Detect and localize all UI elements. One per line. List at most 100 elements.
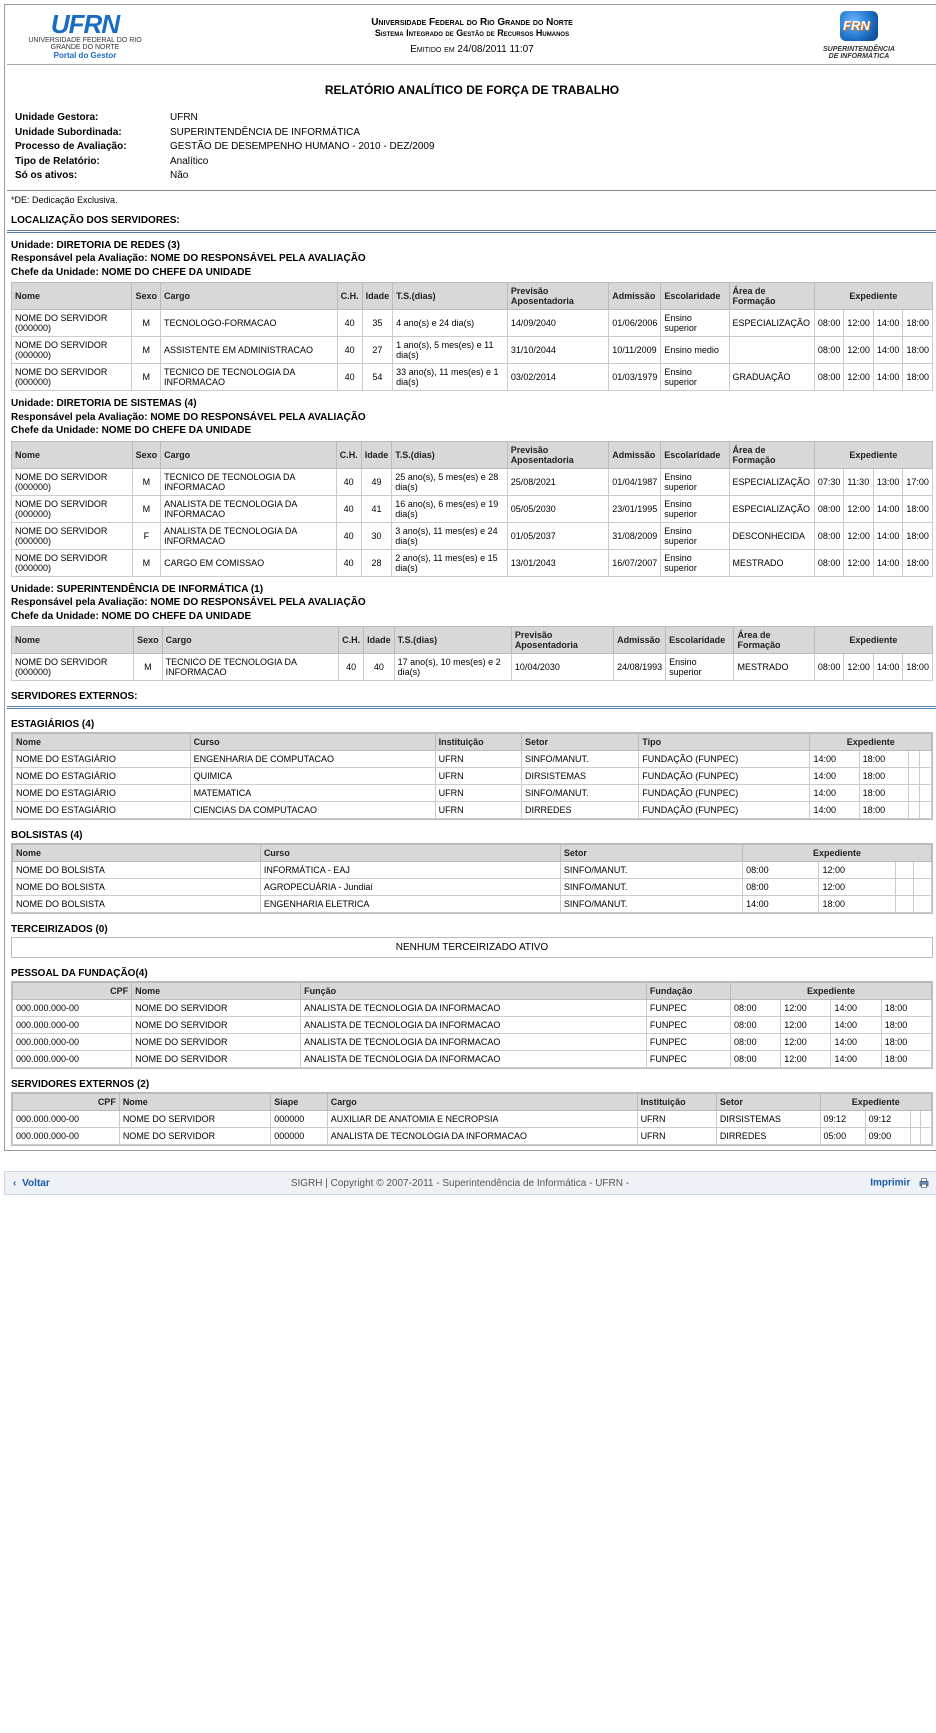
unit-block: Unidade: DIRETORIA DE SISTEMAS (4)Respon… bbox=[11, 397, 933, 577]
cell: 40 bbox=[336, 549, 361, 576]
unit-header: Unidade: DIRETORIA DE REDES (3)Responsáv… bbox=[11, 239, 933, 280]
cell: 18:00 bbox=[903, 654, 933, 681]
sinfo-line2: DE INFORMÁTICA bbox=[789, 53, 929, 60]
table-row: NOME DO BOLSISTAAGROPECUÁRIA - JundiaíSI… bbox=[13, 879, 932, 896]
cell: 10/11/2009 bbox=[609, 337, 661, 364]
cell: NOME DO ESTAGIÁRIO bbox=[13, 768, 191, 785]
cell: 14:00 bbox=[810, 768, 859, 785]
cell: 16/07/2007 bbox=[609, 549, 661, 576]
cell bbox=[895, 862, 913, 879]
print-link[interactable]: Imprimir bbox=[870, 1176, 931, 1190]
cell: 12:00 bbox=[844, 522, 874, 549]
cell: CARGO EM COMISSAO bbox=[161, 549, 337, 576]
col-header: Previsão Aposentadoria bbox=[507, 283, 608, 310]
col-header: Fundação bbox=[646, 983, 730, 1000]
col-header: Nome bbox=[12, 627, 134, 654]
report-container: UFRN UNIVERSIDADE FEDERAL DO RIO GRANDE … bbox=[4, 4, 936, 1151]
table-row: NOME DO ESTAGIÁRIOQUIMICAUFRNDIRSISTEMAS… bbox=[13, 768, 932, 785]
cell: ANALISTA DE TECNOLOGIA DA INFORMACAO bbox=[301, 1034, 647, 1051]
col-header: Expediente bbox=[731, 983, 932, 1000]
cell: 09:12 bbox=[820, 1111, 865, 1128]
cell: 08:00 bbox=[814, 364, 844, 391]
col-header: Sexo bbox=[134, 627, 163, 654]
unit-head-line: Responsável pela Avaliação: NOME DO RESP… bbox=[11, 411, 933, 425]
cell: 07:30 bbox=[814, 468, 844, 495]
cell: NOME DO ESTAGIÁRIO bbox=[13, 751, 191, 768]
cell bbox=[913, 896, 931, 913]
bolsistas-box: NomeCursoSetorExpedienteNOME DO BOLSISTA… bbox=[11, 843, 933, 914]
cell bbox=[908, 751, 920, 768]
cell: 14/09/2040 bbox=[507, 310, 608, 337]
cell: 08:00 bbox=[731, 1017, 781, 1034]
cell: NOME DO SERVIDOR bbox=[119, 1111, 270, 1128]
cell: 08:00 bbox=[814, 654, 844, 681]
unit-head-line: Responsável pela Avaliação: NOME DO RESP… bbox=[11, 596, 933, 610]
cell: 41 bbox=[361, 495, 392, 522]
cell: 08:00 bbox=[731, 1034, 781, 1051]
cell: 03/02/2014 bbox=[507, 364, 608, 391]
table-row: NOME DO ESTAGIÁRIOMATEMATICAUFRNSINFO/MA… bbox=[13, 785, 932, 802]
header-line1: Universidade Federal do Rio Grande do No… bbox=[155, 17, 789, 28]
cell: 12:00 bbox=[844, 549, 874, 576]
col-header: Escolaridade bbox=[661, 283, 729, 310]
cell: 40 bbox=[336, 495, 361, 522]
table-row: 000.000.000-00NOME DO SERVIDORANALISTA D… bbox=[13, 1034, 932, 1051]
cell: NOME DO BOLSISTA bbox=[13, 879, 261, 896]
cell: 18:00 bbox=[881, 1034, 931, 1051]
cell: 40 bbox=[339, 654, 364, 681]
header-line2: Sistema Integrado de Gestão de Recursos … bbox=[155, 28, 789, 38]
cell: TECNICO DE TECNOLOGIA DA INFORMACAO bbox=[162, 654, 338, 681]
estagiarios-box: NomeCursoInstituiçãoSetorTipoExpedienteN… bbox=[11, 732, 933, 820]
cell: 01/04/1987 bbox=[609, 468, 661, 495]
cell: 000000 bbox=[271, 1128, 327, 1145]
back-link[interactable]: ‹ Voltar bbox=[13, 1178, 50, 1189]
meta-value: GESTÃO DE DESEMPENHO HUMANO - 2010 - DEZ… bbox=[170, 140, 435, 155]
servext-table: CPFNomeSiapeCargoInstituiçãoSetorExpedie… bbox=[12, 1093, 932, 1145]
cell: TECNOLOGO-FORMACAO bbox=[160, 310, 337, 337]
table-row: NOME DO SERVIDOR (000000)MANALISTA DE TE… bbox=[12, 495, 933, 522]
col-header: Tipo bbox=[639, 734, 810, 751]
cell: FUNDAÇÃO (FUNPEC) bbox=[639, 785, 810, 802]
meta-value: UFRN bbox=[170, 111, 198, 126]
col-header: Admissão bbox=[609, 283, 661, 310]
cell: NOME DO SERVIDOR (000000) bbox=[12, 495, 133, 522]
unit-head-line: Chefe da Unidade: NOME DO CHEFE DA UNIDA… bbox=[11, 424, 933, 438]
table-row: NOME DO ESTAGIÁRIOENGENHARIA DE COMPUTAC… bbox=[13, 751, 932, 768]
col-header: Siape bbox=[271, 1094, 327, 1111]
meta-label: Processo de Avaliação: bbox=[15, 140, 170, 155]
meta-block: Unidade Gestora:UFRNUnidade Subordinada:… bbox=[15, 111, 929, 184]
footer-bar: ‹ Voltar SIGRH | Copyright © 2007-2011 -… bbox=[4, 1171, 936, 1195]
cell: 18:00 bbox=[903, 549, 933, 576]
table-row: NOME DO BOLSISTAENGENHARIA ELETRICASINFO… bbox=[13, 896, 932, 913]
cell: NOME DO SERVIDOR (000000) bbox=[12, 337, 132, 364]
cell bbox=[921, 1111, 932, 1128]
col-header: C.H. bbox=[336, 441, 361, 468]
unit-head-line: Unidade: DIRETORIA DE SISTEMAS (4) bbox=[11, 397, 933, 411]
meta-value: Não bbox=[170, 169, 188, 184]
cell: ANALISTA DE TECNOLOGIA DA INFORMACAO bbox=[161, 522, 337, 549]
cell: 13/01/2043 bbox=[507, 549, 609, 576]
meta-row: Só os ativos:Não bbox=[15, 169, 929, 184]
cell: NOME DO SERVIDOR (000000) bbox=[12, 549, 133, 576]
col-header: Admissão bbox=[609, 441, 661, 468]
cell: 14:00 bbox=[873, 522, 903, 549]
unit-head-line: Responsável pela Avaliação: NOME DO RESP… bbox=[11, 252, 933, 266]
cell: 14:00 bbox=[873, 495, 903, 522]
col-header: Curso bbox=[260, 845, 560, 862]
cell bbox=[920, 802, 932, 819]
cell: MESTRADO bbox=[734, 654, 814, 681]
col-header: C.H. bbox=[339, 627, 364, 654]
cell: ASSISTENTE EM ADMINISTRACAO bbox=[160, 337, 337, 364]
cell: SINFO/MANUT. bbox=[522, 751, 639, 768]
col-header: Previsão Aposentadoria bbox=[511, 627, 613, 654]
col-header: Expediente bbox=[820, 1094, 931, 1111]
cell: 30 bbox=[361, 522, 392, 549]
cell: NOME DO SERVIDOR bbox=[132, 1017, 301, 1034]
cell bbox=[895, 896, 913, 913]
cell: 000.000.000-00 bbox=[13, 1128, 120, 1145]
cell: 18:00 bbox=[903, 364, 933, 391]
col-header: Escolaridade bbox=[666, 627, 734, 654]
units-container: Unidade: DIRETORIA DE REDES (3)Responsáv… bbox=[7, 239, 936, 682]
cell: UFRN bbox=[637, 1128, 716, 1145]
cell: INFORMÁTICA - EAJ bbox=[260, 862, 560, 879]
